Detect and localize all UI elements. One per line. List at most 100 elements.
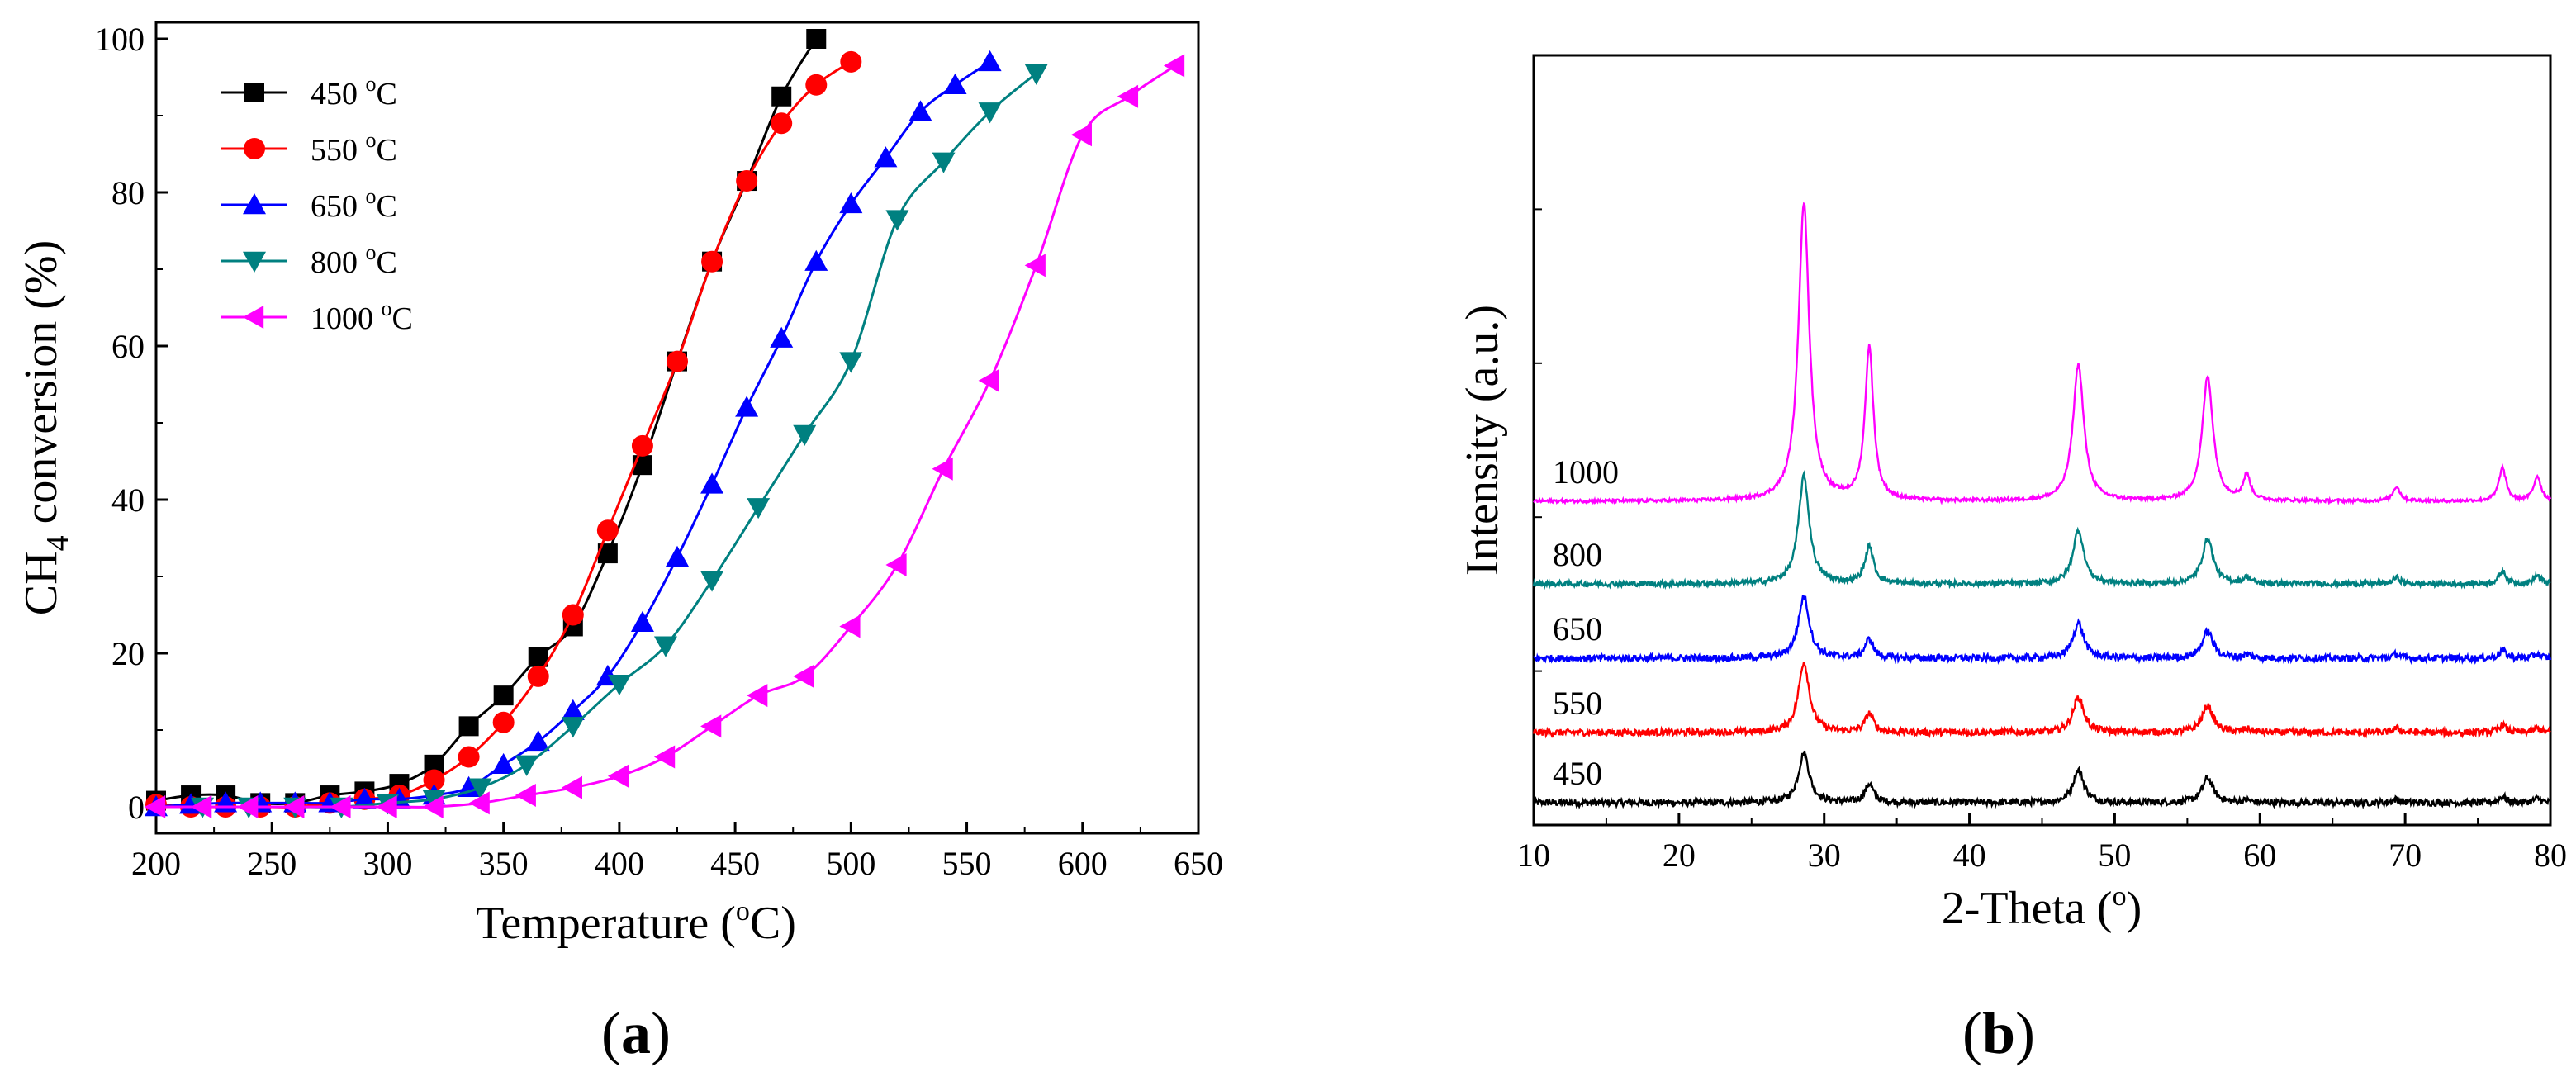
- series-450C-point: [458, 716, 479, 737]
- series-1000C-point: [237, 795, 259, 818]
- xrd-label-550: 550: [1553, 685, 1602, 722]
- panel-a-x-tick-label: 500: [826, 845, 875, 882]
- series-800C-point: [653, 636, 677, 657]
- panel-b-x-tick-label: 40: [1953, 837, 1986, 874]
- panel-b-chart: 10 20 30 40 50 60 70 80 450 550 650 800 1000 2-Thet…: [1457, 54, 2567, 1066]
- panel-b-x-tick-label: 70: [2389, 837, 2422, 874]
- series-1000C-point: [885, 553, 907, 577]
- legend-marker: [243, 251, 266, 273]
- series-1000C-point: [747, 684, 768, 708]
- legend-entry-1000: 1000 oC: [221, 296, 413, 336]
- series-550C-point: [736, 170, 758, 192]
- panel-a-x-tick-label: 200: [131, 845, 181, 882]
- panel-a-x-tick-label: 350: [479, 845, 529, 882]
- panel-a-y-tick-label: 40: [111, 481, 145, 519]
- panel-a-x-tick-label: 250: [247, 845, 297, 882]
- legend-marker: [244, 83, 264, 102]
- panel-a-chart: 200 250 300 350 400 450 500 550 600 650 0 20 40 60 80 1…: [16, 21, 1223, 1066]
- series-650C: [145, 50, 1002, 817]
- series-1000C-point: [145, 795, 166, 818]
- series-1000C-point: [793, 664, 814, 688]
- panel-a-x-axis-label: Temperature (oC): [476, 896, 796, 949]
- panel-b-plot-frame: [1532, 54, 2552, 827]
- series-1000C-point: [515, 784, 536, 808]
- panel-b-series: [1532, 201, 2552, 810]
- panel-a-y-tick-label: 80: [111, 174, 145, 211]
- series-1000C-point: [839, 614, 861, 638]
- series-450C-point: [493, 685, 514, 706]
- series-1000C-point: [330, 795, 351, 818]
- xrd-label-800: 800: [1553, 536, 1602, 573]
- series-1000C-point: [1117, 84, 1139, 108]
- series-650C-point: [908, 100, 932, 121]
- panel-b-x-tick-label: 80: [2534, 837, 2567, 874]
- xrd-pattern-650: [1533, 595, 2552, 666]
- panel-a-y-tick-label: 60: [111, 328, 145, 365]
- series-1000C-point: [283, 795, 305, 818]
- panel-a-series: [145, 29, 1185, 818]
- series-800C-point: [561, 717, 585, 738]
- xrd-label-1000: 1000: [1553, 453, 1619, 491]
- series-550C-point: [562, 604, 584, 626]
- series-650C-point: [839, 192, 863, 214]
- series-1000C-point: [376, 795, 397, 818]
- series-550C-point: [458, 746, 480, 768]
- series-800C-point: [747, 498, 771, 519]
- series-650C-point: [630, 610, 654, 632]
- legend-label: 800 oC: [311, 240, 397, 280]
- series-800C-point: [978, 102, 1002, 124]
- legend-entry-800: 800 oC: [221, 240, 397, 280]
- panel-a-x-tick-label: 550: [942, 845, 992, 882]
- series-1000C-point: [561, 775, 582, 799]
- xrd-pattern-450: [1532, 750, 2550, 810]
- series-800C-point: [607, 675, 631, 696]
- panel-b-caption: (b): [1962, 1000, 2035, 1066]
- panel-a-caption: (a): [601, 1000, 671, 1066]
- legend-marker: [243, 306, 264, 329]
- legend-marker: [244, 138, 265, 159]
- series-550C-point: [840, 50, 862, 73]
- legend-entry-550: 550 oC: [221, 128, 397, 168]
- legend-marker: [243, 193, 266, 215]
- series-1000C-point: [653, 745, 676, 769]
- panel-a-y-tick-label: 20: [111, 635, 145, 672]
- panel-b-series-labels: 450 550 650 800 1000: [1553, 453, 1619, 792]
- series-650C-point: [666, 545, 689, 567]
- xrd-label-650: 650: [1553, 610, 1602, 647]
- xrd-pattern-1000: [1533, 201, 2552, 506]
- series-1000C-point: [978, 368, 999, 392]
- series-1000C-point: [607, 764, 629, 788]
- panel-b-x-tick-label: 50: [2098, 837, 2131, 874]
- panel-a-ticks: 200 250 300 350 400 450 500 550 600 650 0 20 40 60 80 1…: [95, 21, 1223, 882]
- legend-label: 650 oC: [311, 184, 397, 224]
- series-650C-point: [526, 729, 550, 752]
- panel-a-y-tick-label: 0: [128, 789, 145, 826]
- panel-b-ticks: 10 20 30 40 50 60 70 80: [1517, 208, 2567, 874]
- series-1000C-point: [468, 791, 490, 815]
- series-1000C-line: [156, 64, 1176, 809]
- series-450C-point: [771, 86, 792, 107]
- series-450C-point: [806, 29, 827, 49]
- series-550C-point: [423, 769, 445, 791]
- series-800C: [191, 64, 1048, 818]
- series-650C-point: [804, 249, 828, 271]
- panel-a-x-tick-label: 650: [1174, 845, 1223, 882]
- panel-a-legend: 450 oC 550 oC 650 oC 800 oC 1000 oC: [221, 72, 413, 336]
- panel-a-x-tick-label: 400: [595, 845, 644, 882]
- series-650C-point: [874, 146, 898, 168]
- series-650C-point: [561, 699, 585, 720]
- series-650C-line: [155, 60, 991, 809]
- xrd-pattern-550: [1532, 662, 2551, 739]
- series-550C-point: [667, 350, 688, 372]
- series-1000C: [145, 54, 1185, 818]
- series-800C-point: [793, 424, 817, 446]
- xrd-label-450: 450: [1553, 755, 1602, 792]
- series-1000C-point: [191, 795, 212, 818]
- series-550C-point: [701, 250, 723, 273]
- series-550C-point: [492, 711, 515, 733]
- series-1000C-point: [1070, 123, 1092, 147]
- series-650C-point: [978, 50, 1002, 72]
- series-800C-point: [885, 210, 909, 231]
- panel-a-x-tick-label: 300: [363, 845, 412, 882]
